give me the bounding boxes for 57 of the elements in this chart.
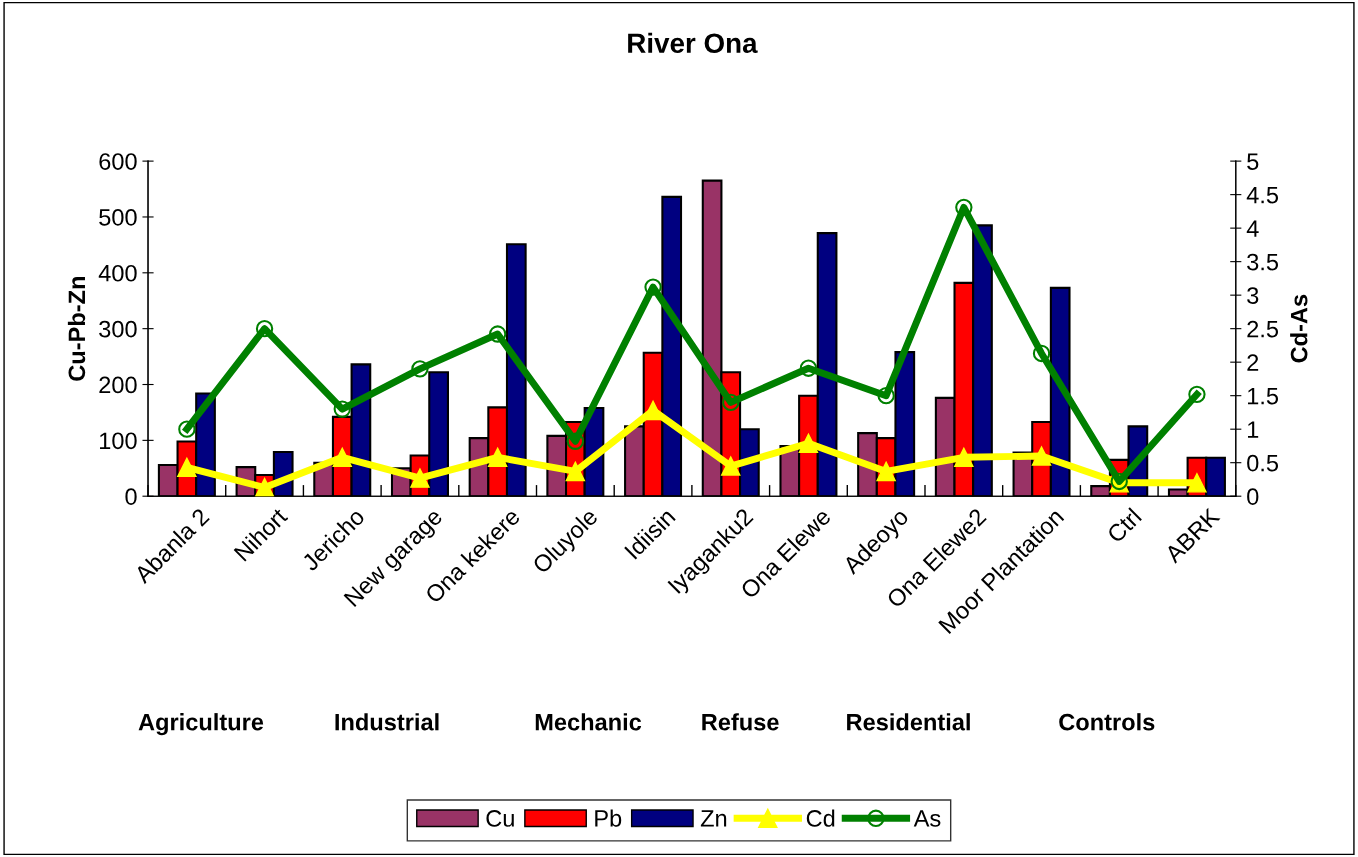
point	[333, 400, 351, 418]
point	[644, 278, 662, 296]
y-tick-label: 200	[99, 376, 137, 394]
point	[954, 447, 974, 468]
legend-label: Zn	[700, 810, 727, 827]
text: Agriculture	[138, 713, 264, 736]
y-tick-label: 0	[125, 488, 137, 505]
point	[877, 387, 895, 405]
y2-tick-label: 2	[1247, 354, 1259, 371]
text: Industrial	[335, 713, 439, 731]
y2-tick-label: 3.5	[1247, 253, 1279, 271]
y2-tick-label: 0.5	[1247, 454, 1279, 472]
point	[566, 432, 585, 450]
chart-title: River Ona	[628, 32, 758, 54]
point	[722, 393, 740, 412]
y-tick-label: 600	[99, 153, 137, 170]
text: Mechanic	[535, 713, 642, 731]
point	[487, 447, 508, 468]
point	[1188, 385, 1206, 404]
point	[1031, 446, 1052, 466]
y2-tick-label: 0	[1247, 488, 1259, 505]
legend-label: As	[913, 810, 941, 827]
y-axis-title: Cu-Pb-Zn	[67, 277, 86, 381]
point	[799, 359, 818, 377]
y2-tick-label: 1	[1248, 421, 1259, 438]
text: Residential	[847, 713, 970, 731]
text: Refuse	[702, 713, 779, 731]
y-tick-label: 100	[100, 432, 137, 450]
y2-tick-label: 4	[1246, 220, 1259, 237]
point	[411, 360, 429, 378]
legend-label: Pb	[595, 809, 622, 827]
point	[565, 461, 586, 482]
point	[798, 433, 819, 453]
y2-tick-label: 2.5	[1247, 320, 1279, 338]
point	[332, 447, 352, 468]
point	[721, 456, 741, 476]
y-tick-label: 300	[99, 320, 137, 338]
point	[255, 319, 274, 338]
point	[178, 420, 196, 438]
point	[1032, 344, 1051, 363]
y2-axis-title: Cd-As	[1290, 294, 1308, 363]
y-tick-label: 400	[98, 264, 137, 282]
point	[955, 198, 973, 217]
y2-tick-label: 5	[1247, 153, 1259, 170]
point	[410, 468, 430, 488]
point	[876, 461, 896, 482]
legend-label: Cu	[486, 810, 514, 827]
x-tick-label: Ctrl	[1105, 507, 1143, 544]
y2-tick-label: 4.5	[1246, 186, 1279, 204]
y2-tick-label: 3	[1247, 287, 1259, 304]
legend-label: Cd	[806, 809, 835, 827]
point	[488, 325, 507, 343]
point	[643, 400, 663, 421]
point	[177, 457, 197, 478]
y-tick-label: 500	[99, 209, 137, 226]
text: Controls	[1059, 713, 1155, 731]
y2-tick-label: 1.5	[1248, 387, 1279, 405]
